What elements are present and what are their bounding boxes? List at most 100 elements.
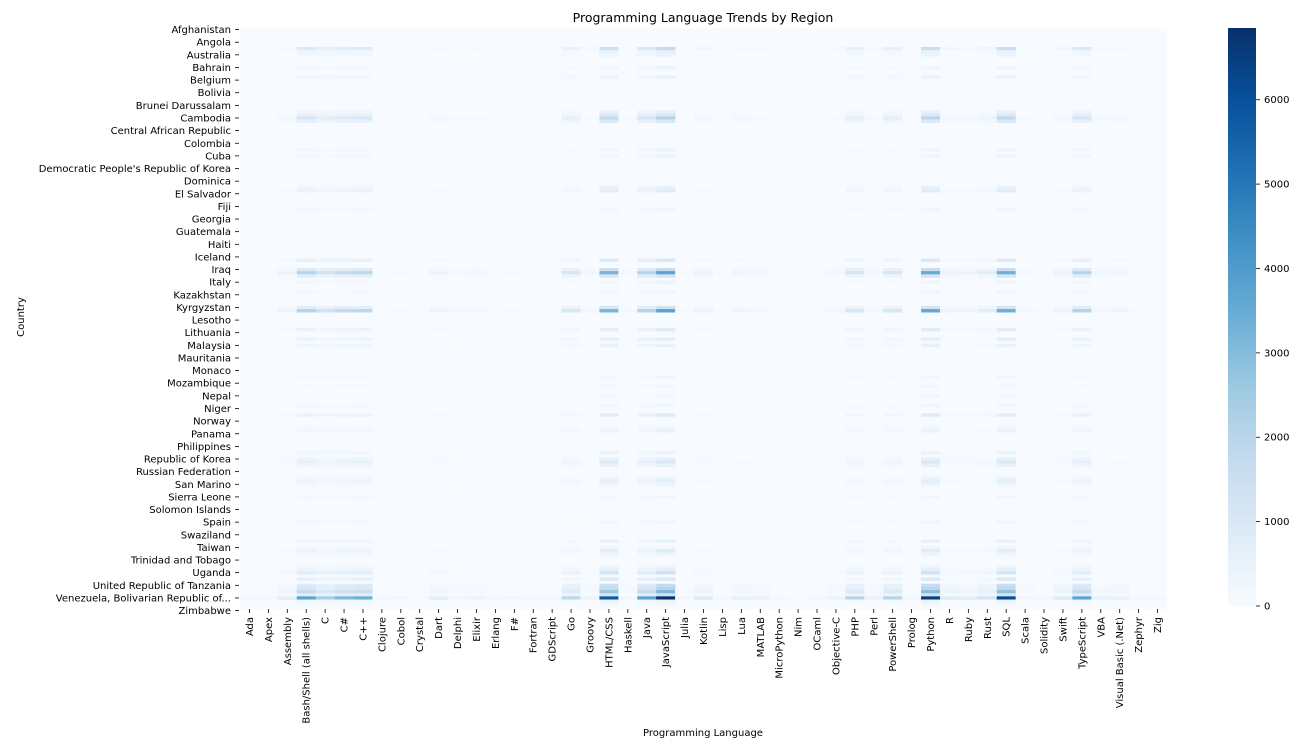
heatmap-cell <box>637 394 657 398</box>
heatmap-cell <box>1053 457 1073 461</box>
heatmap-cell <box>1072 50 1092 54</box>
heatmap-cell <box>561 271 581 275</box>
heatmap-cell <box>750 274 771 278</box>
heatmap-cell <box>637 463 657 468</box>
heatmap-cell <box>334 463 354 468</box>
heatmap-cell <box>353 75 373 79</box>
heatmap-cell <box>1110 113 1130 117</box>
heatmap-cell <box>864 271 884 275</box>
heatmap-cell <box>656 274 676 278</box>
heatmap-cell <box>788 596 808 600</box>
heatmap-cell <box>883 520 903 525</box>
heatmap-cell <box>296 545 316 550</box>
heatmap-cell <box>334 495 354 499</box>
y-tick-label: Zimbabwe <box>178 606 231 617</box>
heatmap-cell <box>845 375 865 379</box>
heatmap-cell <box>561 549 581 553</box>
heatmap-cell <box>296 258 316 262</box>
heatmap-cell <box>296 539 316 543</box>
heatmap-cell <box>448 590 468 594</box>
heatmap-cell <box>1110 577 1130 581</box>
heatmap-cell <box>353 53 373 57</box>
heatmap-cell <box>353 305 373 310</box>
heatmap-cell <box>845 482 865 487</box>
heatmap-cell <box>580 593 600 597</box>
heatmap-cell <box>845 343 865 348</box>
heatmap-cell <box>996 593 1016 597</box>
heatmap-cell <box>561 571 581 575</box>
heatmap-cell <box>939 593 960 597</box>
heatmap-cell <box>883 593 903 597</box>
heatmap-cell <box>656 590 676 594</box>
y-tick-label: Guatemala <box>176 227 231 238</box>
heatmap-cell <box>864 586 884 591</box>
heatmap-cell <box>921 586 941 591</box>
heatmap-cell <box>240 271 260 275</box>
y-tick-label: Niger <box>204 404 232 415</box>
heatmap-cell <box>977 549 998 553</box>
heatmap-cell <box>1072 479 1092 483</box>
x-tick-label: VBA <box>1096 617 1107 638</box>
heatmap-cell <box>296 271 316 275</box>
heatmap-cell <box>1053 583 1073 588</box>
heatmap-cell <box>618 267 638 272</box>
heatmap-cell <box>599 463 619 468</box>
heatmap-cell <box>599 495 619 499</box>
heatmap-cell <box>1072 539 1092 543</box>
heatmap-cell <box>637 305 657 310</box>
heatmap-cell <box>1091 586 1111 591</box>
heatmap-cell <box>1015 590 1035 594</box>
heatmap-cell <box>694 46 714 51</box>
heatmap-cell <box>864 571 884 575</box>
heatmap-cell <box>1110 309 1130 313</box>
heatmap-cell <box>996 274 1016 278</box>
heatmap-cell <box>996 479 1016 483</box>
heatmap-cell <box>542 596 562 600</box>
heatmap-cell <box>353 590 373 594</box>
heatmap-cell <box>675 309 695 313</box>
heatmap-cell <box>1091 596 1111 600</box>
heatmap-cell <box>921 305 941 310</box>
heatmap-cell <box>637 451 657 455</box>
heatmap-cell <box>334 394 354 398</box>
heatmap-cell <box>315 375 335 379</box>
heatmap-cell <box>921 280 941 285</box>
heatmap-cell <box>1072 116 1092 120</box>
heatmap-cell <box>1148 271 1168 275</box>
heatmap-cell <box>883 451 903 455</box>
heatmap-cell <box>845 593 865 597</box>
heatmap-cell <box>977 113 998 117</box>
heatmap-cell <box>561 185 581 190</box>
heatmap-cell <box>599 539 619 543</box>
heatmap-cell <box>429 309 449 313</box>
heatmap-cell <box>731 274 752 278</box>
heatmap-cell <box>883 189 903 193</box>
heatmap-cell <box>996 394 1016 398</box>
heatmap-cell <box>637 552 657 556</box>
heatmap-cell <box>958 113 979 117</box>
heatmap-cell <box>656 258 676 262</box>
heatmap-cell <box>429 457 449 461</box>
y-tick-label: Iraq <box>211 265 231 276</box>
heatmap-cell <box>712 271 733 275</box>
heatmap-cell <box>315 189 335 193</box>
heatmap-cell <box>599 75 619 79</box>
heatmap-cell <box>258 596 279 600</box>
heatmap-cell <box>599 384 619 389</box>
heatmap-cell <box>977 110 998 114</box>
heatmap-cell <box>353 457 373 461</box>
heatmap-cell <box>561 274 581 278</box>
heatmap-cell <box>1015 267 1035 272</box>
heatmap-cell <box>315 274 335 278</box>
heatmap-cell <box>1072 53 1092 57</box>
heatmap-cell <box>883 425 903 430</box>
heatmap-cell <box>561 207 581 212</box>
heatmap-cell <box>485 309 506 313</box>
y-tick-label: Monaco <box>192 366 231 377</box>
heatmap-cell <box>240 309 260 313</box>
heatmap-cell <box>656 577 676 581</box>
heatmap-cell <box>580 267 600 272</box>
heatmap-cell <box>637 258 657 262</box>
heatmap-cell <box>1072 394 1092 398</box>
heatmap-cell <box>561 457 581 461</box>
